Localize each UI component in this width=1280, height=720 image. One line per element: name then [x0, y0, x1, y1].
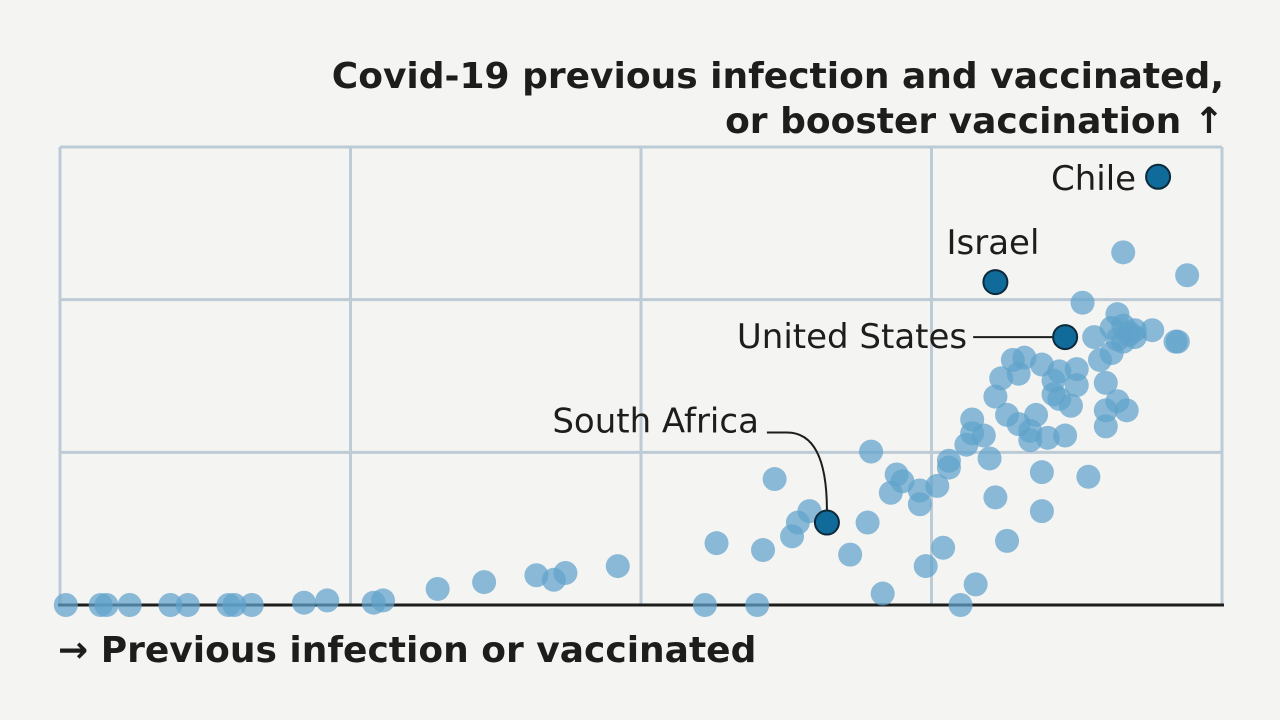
highlighted-point: [982, 269, 1009, 296]
data-point: [692, 593, 717, 617]
highlighted-point: [1052, 324, 1079, 351]
data-point: [704, 531, 729, 556]
data-label: United States: [737, 317, 967, 357]
data-point: [983, 485, 1008, 510]
data-label: Chile: [1051, 159, 1136, 199]
up-arrow-icon: ↑: [1194, 101, 1224, 142]
data-point: [175, 593, 200, 617]
data-point: [425, 576, 450, 601]
data-label: South Africa: [552, 402, 759, 442]
y-axis-title-text: or booster vaccination: [725, 101, 1181, 142]
data-label: Israel: [946, 223, 1039, 263]
data-point: [1076, 464, 1101, 489]
data-point: [1093, 414, 1118, 439]
data-point: [1024, 402, 1049, 427]
data-point: [1035, 425, 1060, 450]
data-points: [53, 240, 1200, 617]
data-point: [1114, 398, 1139, 423]
data-point: [53, 593, 78, 617]
data-point: [870, 581, 895, 606]
data-point: [762, 467, 787, 492]
data-point: [838, 542, 863, 567]
data-point: [855, 510, 880, 535]
data-point: [158, 593, 183, 617]
right-arrow-icon: →: [58, 630, 88, 671]
y-axis-title: Covid-19 previous infection and vaccinat…: [332, 56, 1224, 97]
leader-line: [766, 431, 828, 511]
data-point: [1018, 428, 1043, 453]
y-axis-title-line2: or booster vaccination ↑: [725, 101, 1224, 142]
data-point: [1093, 370, 1118, 395]
data-point: [1053, 423, 1078, 448]
gridlines: [58, 145, 1224, 607]
data-point: [931, 535, 956, 560]
x-axis-title: → Previous infection or vaccinated: [58, 630, 756, 671]
data-point: [971, 423, 996, 448]
data-point: [117, 593, 142, 617]
data-point: [995, 528, 1020, 553]
data-point: [315, 588, 340, 613]
data-point: [1070, 290, 1095, 315]
data-point: [963, 572, 988, 597]
highlighted-point: [1145, 163, 1172, 190]
highlighted-point: [813, 509, 840, 536]
data-point: [1111, 240, 1136, 265]
data-point: [292, 590, 317, 615]
data-point: [859, 439, 884, 464]
data-point: [222, 593, 247, 617]
data-point: [936, 448, 961, 473]
data-point: [1029, 460, 1054, 485]
data-point: [948, 593, 973, 617]
data-point: [94, 593, 119, 617]
data-point: [553, 560, 578, 585]
data-point: [907, 492, 932, 517]
data-point: [1165, 329, 1190, 354]
data-point: [1047, 359, 1072, 384]
data-point: [1058, 393, 1083, 418]
x-axis-title-text: Previous infection or vaccinated: [101, 630, 757, 671]
data-point: [1064, 373, 1089, 398]
data-point: [1029, 499, 1054, 524]
highlighted-points: Chile Israel United States South Africa: [552, 159, 1172, 536]
data-point: [1140, 318, 1165, 343]
data-point: [745, 593, 770, 617]
data-point: [1175, 263, 1200, 288]
data-point: [983, 384, 1008, 409]
data-point: [977, 446, 1002, 471]
data-point: [605, 554, 630, 579]
data-point: [925, 473, 950, 498]
data-point: [371, 588, 396, 613]
data-point: [239, 593, 264, 617]
data-point: [913, 554, 938, 579]
data-point: [751, 538, 776, 563]
data-point: [472, 570, 497, 595]
